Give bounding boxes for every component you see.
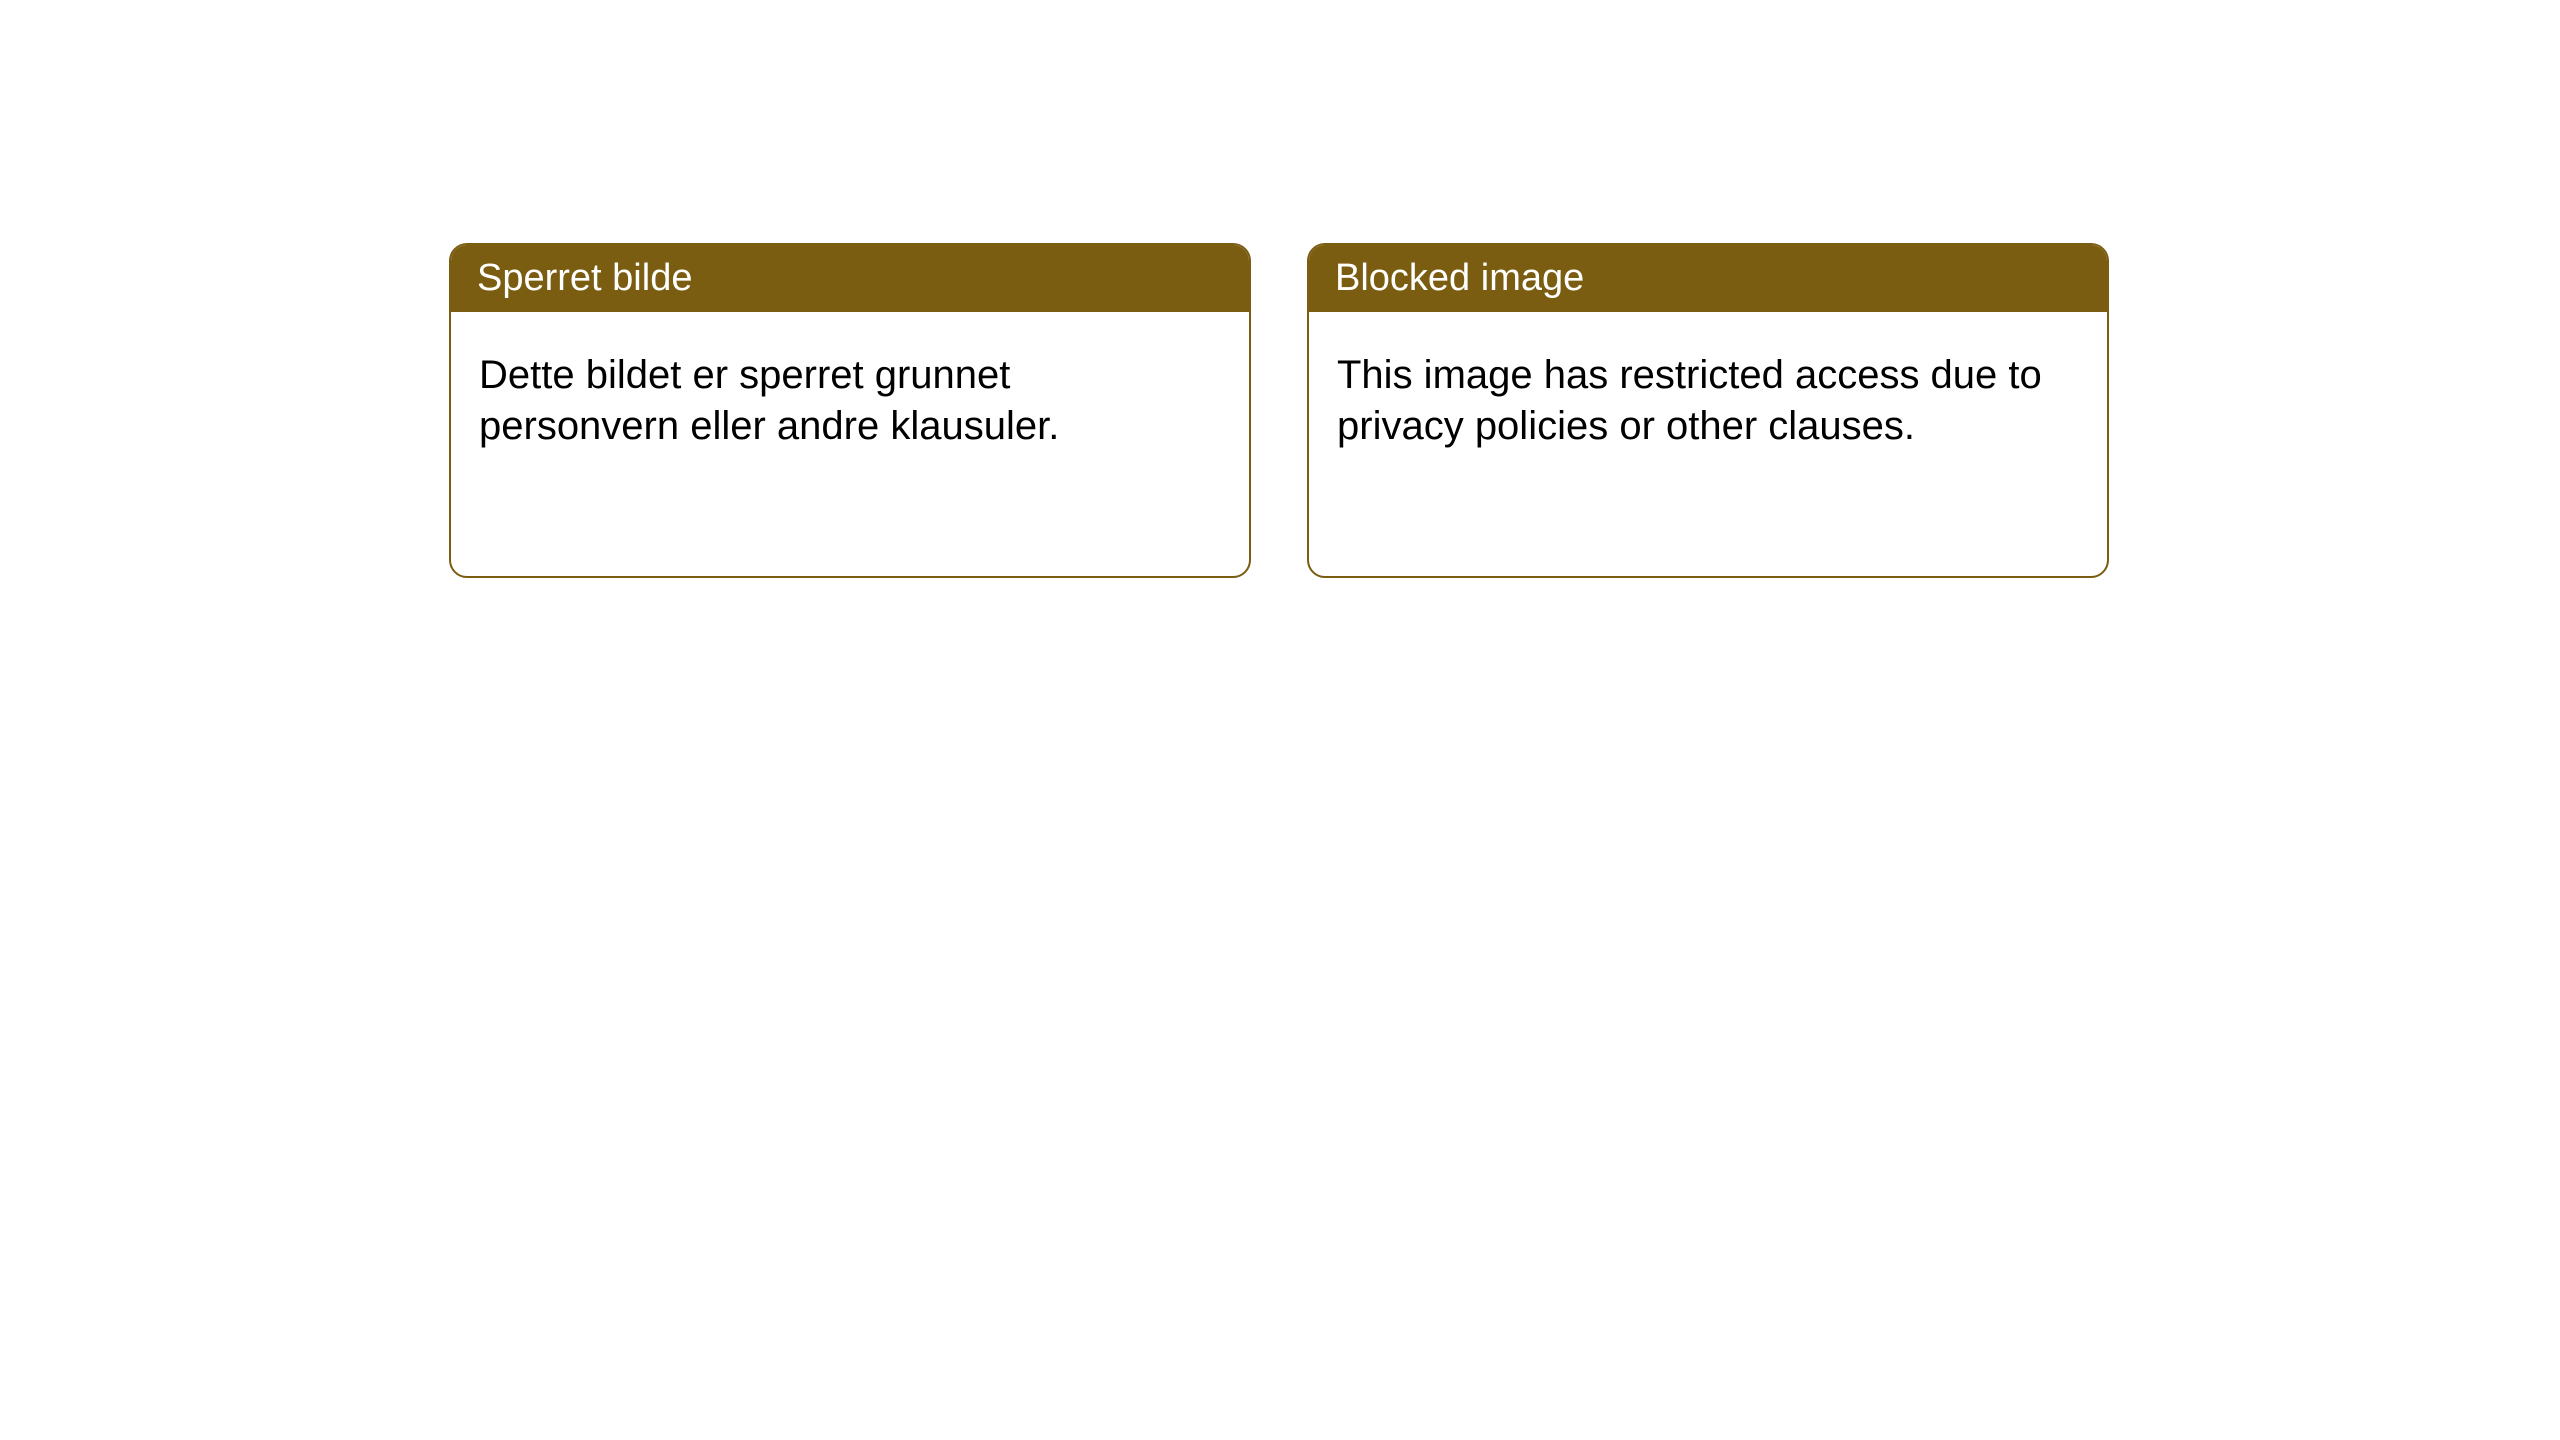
notice-card-english: Blocked image This image has restricted … [1307, 243, 2109, 578]
notice-card-norwegian: Sperret bilde Dette bildet er sperret gr… [449, 243, 1251, 578]
notice-title: Sperret bilde [477, 257, 692, 299]
notice-body-text: This image has restricted access due to … [1337, 353, 2042, 448]
notice-body: This image has restricted access due to … [1309, 312, 2107, 490]
notice-header: Blocked image [1309, 245, 2107, 312]
notice-container: Sperret bilde Dette bildet er sperret gr… [0, 0, 2560, 578]
notice-title: Blocked image [1335, 257, 1584, 299]
notice-header: Sperret bilde [451, 245, 1249, 312]
notice-body-text: Dette bildet er sperret grunnet personve… [479, 353, 1059, 448]
notice-body: Dette bildet er sperret grunnet personve… [451, 312, 1249, 490]
